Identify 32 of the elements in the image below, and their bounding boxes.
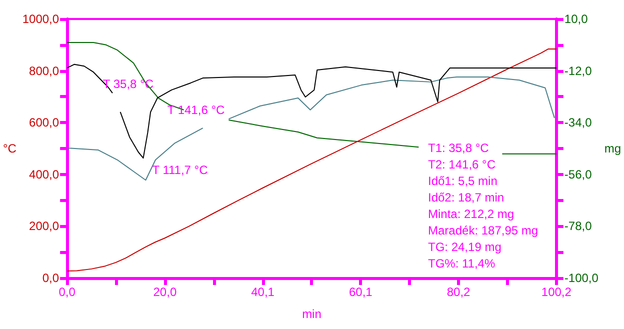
annotation: T 141,6 °C [167, 102, 225, 117]
annotation: TG%: 11,4% [428, 256, 496, 270]
x-tick-label: 0,0 [58, 285, 76, 299]
y-tick-label: 0,0 [42, 271, 60, 285]
x-tick-label: 100,2 [541, 285, 572, 299]
x-tick-label: 40,1 [251, 285, 275, 299]
y2-axis-title: mg [604, 142, 621, 156]
x-tick-label: 80,2 [446, 285, 471, 299]
y2-tick-label: -34,0 [564, 116, 592, 130]
y-tick-label: 200,0 [29, 219, 60, 234]
y2-tick-label: -78,0 [564, 219, 592, 234]
y-tick-label: 400,0 [29, 167, 60, 182]
annotation: T2: 141,6 °C [428, 158, 496, 172]
y-axis-title: °C [2, 142, 17, 156]
y-tick-label: 800,0 [29, 64, 60, 78]
annotation: T1: 35,8 °C [428, 141, 490, 155]
y2-tick-label: -100,0 [564, 271, 599, 285]
y-tick-label: 1000,0 [22, 12, 60, 26]
annotation: TG: 24,19 mg [428, 240, 502, 254]
annotation: Idő2: 18,7 min [428, 190, 504, 204]
annotation: Minta: 212,2 mg [428, 207, 514, 221]
x-axis-title: min [302, 307, 322, 321]
y2-tick-label: -12,0 [564, 64, 592, 78]
x-tick-label: 20,0 [153, 285, 177, 299]
annotation: T 111,7 °C [152, 163, 208, 178]
annotation: Idő1: 5,5 min [428, 174, 498, 188]
annotation: Maradék: 187,95 mg [428, 224, 538, 238]
y2-tick-label: 10,0 [564, 12, 588, 26]
y-tick-label: 600,0 [29, 116, 60, 130]
x-tick-label: 60,1 [348, 285, 373, 299]
y2-tick-label: -56,0 [564, 167, 592, 182]
line-series [66, 48, 557, 272]
